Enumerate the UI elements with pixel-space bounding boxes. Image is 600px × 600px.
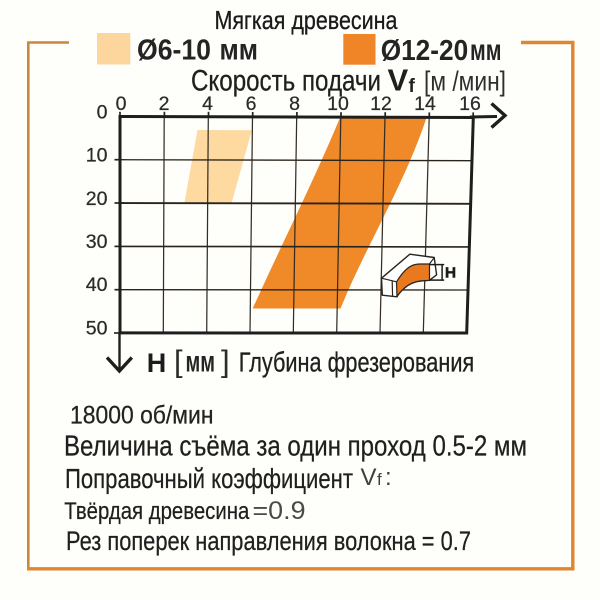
- svg-text:f: f: [409, 76, 416, 97]
- svg-text:Твёрдая древесина: Твёрдая древесина: [64, 498, 250, 525]
- svg-text:Величина съёма за один проход: Величина съёма за один проход 0.5-2 мм: [64, 431, 527, 463]
- svg-text:50: 50: [86, 317, 108, 339]
- svg-text:30: 30: [86, 231, 108, 253]
- svg-text:Мягкая древесина: Мягкая древесина: [215, 5, 398, 35]
- svg-text:14: 14: [414, 93, 436, 115]
- svg-text::: :: [385, 464, 392, 491]
- svg-text:мм: мм: [186, 346, 216, 379]
- svg-text:мм: мм: [470, 34, 502, 67]
- svg-text:Ø6-10: Ø6-10: [137, 35, 211, 67]
- svg-text:f: f: [377, 470, 382, 489]
- svg-text:]: ]: [221, 344, 230, 379]
- svg-text:Глубина фрезерования: Глубина фрезерования: [239, 347, 475, 378]
- svg-text:H: H: [147, 348, 167, 378]
- svg-text:Поправочный коэффициент: Поправочный коэффициент: [65, 463, 353, 494]
- svg-text:4: 4: [202, 93, 213, 115]
- svg-text:0: 0: [97, 102, 108, 124]
- svg-text:0: 0: [116, 93, 127, 115]
- svg-text:V: V: [388, 63, 409, 98]
- svg-text:12: 12: [370, 93, 392, 115]
- svg-text:20: 20: [86, 188, 108, 210]
- svg-text:[м /мин]: [м /мин]: [424, 66, 506, 97]
- svg-text:40: 40: [86, 274, 108, 296]
- svg-text:8: 8: [289, 93, 300, 115]
- svg-text:18000 об/мин: 18000 об/мин: [70, 402, 214, 430]
- svg-text:=0.9: =0.9: [253, 497, 306, 525]
- svg-text:10: 10: [327, 93, 349, 115]
- svg-text:6: 6: [246, 93, 257, 115]
- svg-text:Скорость подачи: Скорость подачи: [191, 65, 381, 98]
- svg-text:[: [: [174, 344, 183, 379]
- svg-text:2: 2: [159, 93, 170, 115]
- svg-text:мм: мм: [220, 34, 259, 67]
- svg-text:10: 10: [86, 145, 108, 167]
- svg-text:Ø12-20: Ø12-20: [381, 35, 469, 67]
- svg-text:V: V: [361, 464, 377, 491]
- svg-text:16: 16: [459, 93, 481, 115]
- svg-text:Рез поперек направления волокн: Рез поперек направления волокна = 0.7: [66, 526, 471, 556]
